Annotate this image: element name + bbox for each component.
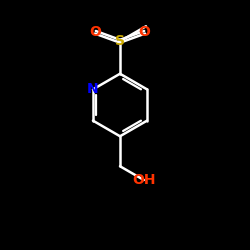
Text: O: O (139, 25, 150, 39)
Text: S: S (115, 34, 125, 48)
Text: OH: OH (132, 173, 156, 187)
Text: N: N (87, 82, 99, 96)
Text: O: O (90, 25, 101, 39)
